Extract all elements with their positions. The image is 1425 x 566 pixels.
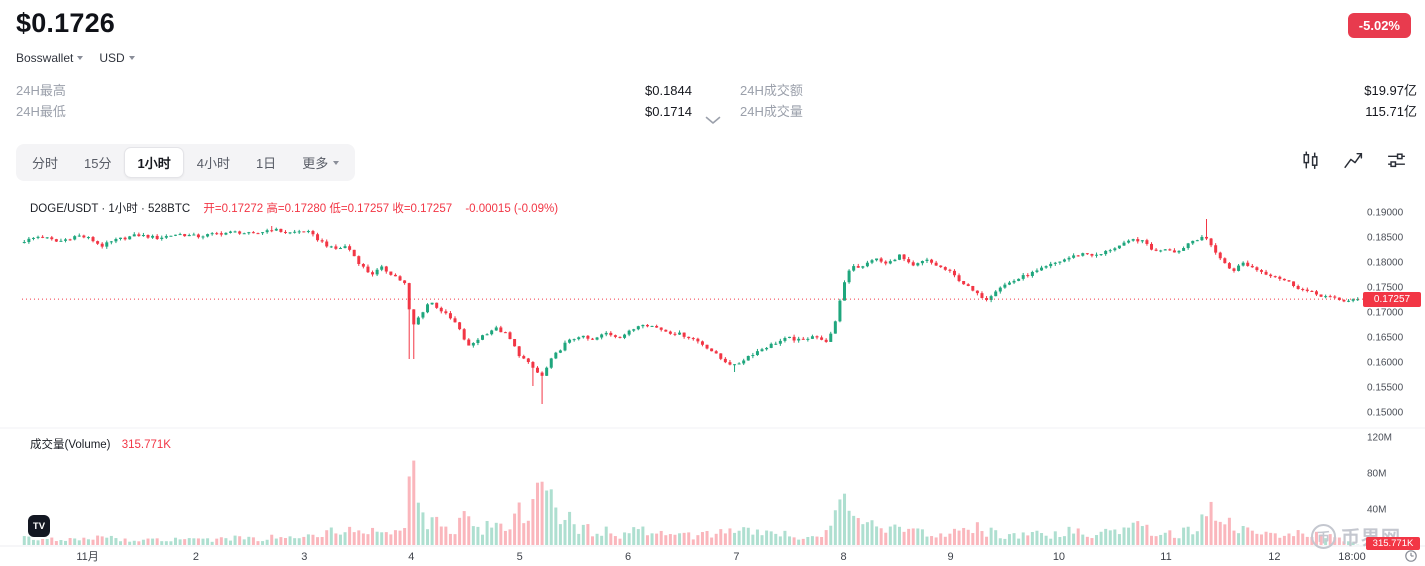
svg-text:7: 7 <box>733 551 739 563</box>
stat-high-value: $0.1844 <box>645 83 692 98</box>
legend-change: -0.00015 (-0.09%) <box>465 203 559 215</box>
svg-text:12: 12 <box>1268 551 1280 563</box>
currency-select[interactable]: USD <box>99 51 135 65</box>
svg-text:40M: 40M <box>1367 505 1386 516</box>
collapse-chevron[interactable] <box>0 116 1425 125</box>
change-badge: -5.02% <box>1347 13 1411 38</box>
trend-chart-icon[interactable] <box>1343 150 1364 171</box>
svg-text:0.15500: 0.15500 <box>1367 383 1404 394</box>
tab-1hour[interactable]: 1小时 <box>124 147 184 178</box>
tab-1day[interactable]: 1日 <box>243 147 289 178</box>
chart-area: DOGE/USDT · 1小时 · 528BTC 开=0.17272 高=0.1… <box>0 190 1425 566</box>
indicator-settings-icon[interactable] <box>1386 150 1407 171</box>
volume-legend: 成交量(Volume) 315.771K <box>30 436 171 452</box>
legend-ohlc: 开=0.17272 高=0.17280 低=0.17257 收=0.17257 <box>203 203 453 215</box>
tab-4hour[interactable]: 4小时 <box>184 147 243 178</box>
stat-volume-value: 115.71亿 <box>1365 104 1417 119</box>
exchange-select-label: Bosswallet <box>16 51 74 65</box>
legend-symbol: DOGE/USDT · 1小时 · 528BTC <box>30 203 191 215</box>
chart-tools <box>1300 150 1407 171</box>
svg-text:80M: 80M <box>1367 469 1386 480</box>
svg-text:11: 11 <box>1160 551 1171 563</box>
svg-text:9: 9 <box>948 551 954 563</box>
svg-text:4: 4 <box>408 551 414 563</box>
stat-turnover-value: $19.97亿 <box>1364 83 1417 98</box>
candlestick-chart[interactable]: 0.19000 0.18500 0.18000 0.17500 0.17000 0.165… <box>0 190 1425 566</box>
chevron-down-icon <box>77 56 84 60</box>
chevron-down-icon <box>705 116 720 124</box>
timezone-clock-icon[interactable] <box>1405 550 1417 562</box>
stat-high-label: 24H最高 <box>16 83 66 98</box>
svg-text:0.19000: 0.19000 <box>1367 208 1404 219</box>
chevron-down-icon <box>128 56 135 60</box>
chevron-down-icon <box>333 160 340 165</box>
svg-text:8: 8 <box>840 551 846 563</box>
volume-legend-label: 成交量(Volume) <box>30 439 111 451</box>
svg-text:10: 10 <box>1053 551 1065 563</box>
market-selectors: Bosswallet USD <box>16 51 135 65</box>
interval-tabs: 分时 15分 1小时 4小时 1日 更多 <box>16 144 356 181</box>
svg-text:18:00: 18:00 <box>1338 551 1366 563</box>
tradingview-logo[interactable]: TV <box>28 515 50 537</box>
tab-more[interactable]: 更多 <box>289 147 352 178</box>
tab-15min[interactable]: 15分 <box>71 147 124 178</box>
svg-text:3: 3 <box>301 551 307 563</box>
stat-low-label: 24H最低 <box>16 104 66 119</box>
stat-turnover-label: 24H成交额 <box>740 83 803 98</box>
chart-legend: DOGE/USDT · 1小时 · 528BTC 开=0.17272 高=0.1… <box>30 200 558 216</box>
page-title-price: $0.1726 <box>16 8 115 38</box>
last-price-badge: 0.17257 <box>1363 292 1421 307</box>
svg-text:0.16000: 0.16000 <box>1367 358 1404 369</box>
volume-legend-value: 315.771K <box>121 439 171 451</box>
svg-text:0.15000: 0.15000 <box>1367 408 1404 419</box>
tab-minutes[interactable]: 分时 <box>19 147 71 178</box>
currency-select-label: USD <box>99 51 125 65</box>
svg-text:0.17500: 0.17500 <box>1367 283 1404 294</box>
svg-text:0.16500: 0.16500 <box>1367 333 1404 344</box>
stat-volume-label: 24H成交量 <box>740 104 803 119</box>
candle-chart-icon[interactable] <box>1300 150 1321 171</box>
svg-text:6: 6 <box>625 551 631 563</box>
stat-low-value: $0.1714 <box>645 104 692 119</box>
exchange-select[interactable]: Bosswallet <box>16 51 84 65</box>
last-volume-badge: 315.771K <box>1366 537 1420 550</box>
svg-text:120M: 120M <box>1367 433 1392 444</box>
svg-text:2: 2 <box>193 551 199 563</box>
watermark-logo-icon: 币 <box>1311 524 1336 549</box>
svg-text:0.18000: 0.18000 <box>1367 258 1404 269</box>
svg-text:0.18500: 0.18500 <box>1367 233 1404 244</box>
stats-grid: 24H最高 $0.1844 24H成交额 $19.97亿 24H最低 $0.17… <box>16 80 1417 122</box>
svg-text:5: 5 <box>517 551 523 563</box>
svg-text:0.17000: 0.17000 <box>1367 308 1404 319</box>
svg-text:11月: 11月 <box>76 551 98 563</box>
